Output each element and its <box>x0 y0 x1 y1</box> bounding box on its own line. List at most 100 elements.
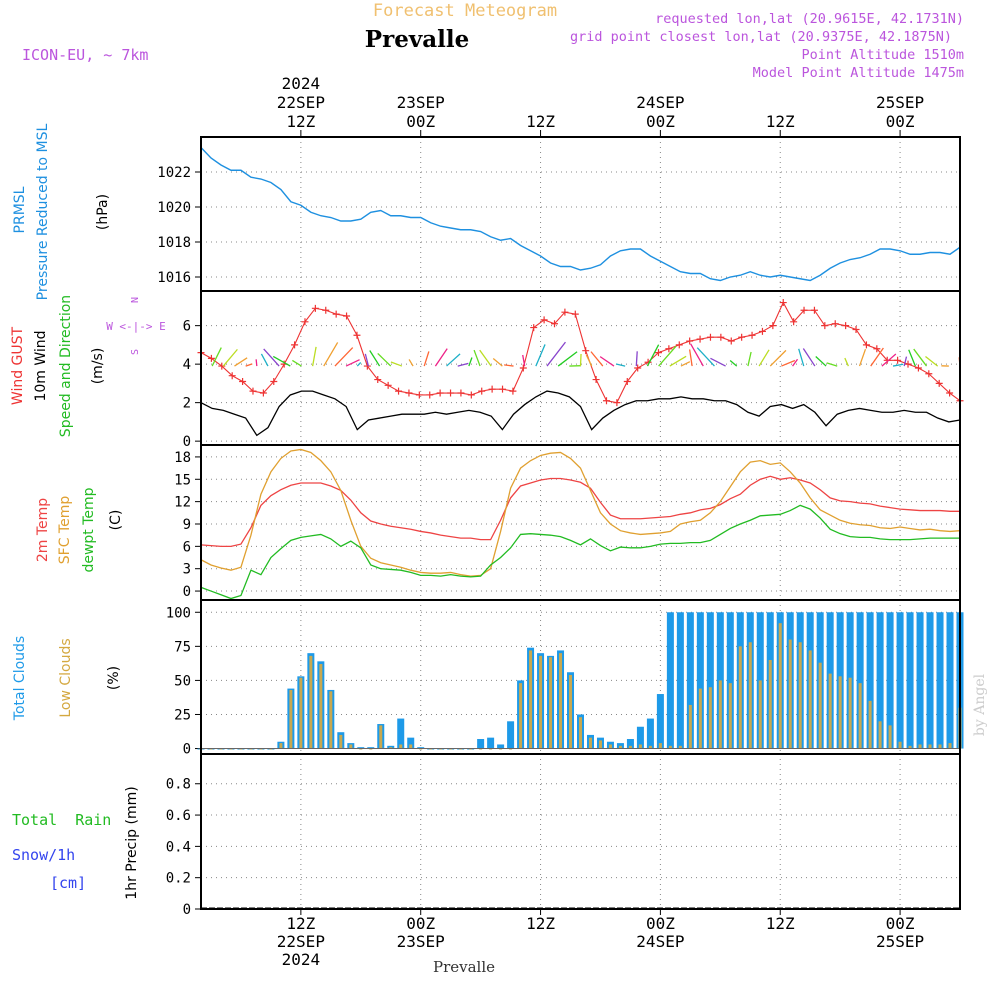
wind-direction-arrow <box>696 347 715 367</box>
gust-point <box>395 387 403 395</box>
low-clouds-bar <box>758 680 762 749</box>
gust-point <box>530 324 538 332</box>
gust-point <box>405 389 413 397</box>
gust-point <box>301 318 309 326</box>
low-clouds-bar <box>748 642 752 749</box>
low-clouds-bar <box>778 623 782 749</box>
gust-point <box>748 331 756 339</box>
y-tick-label: 9 <box>183 517 191 533</box>
y-tick-label: 0.8 <box>166 777 191 793</box>
total-clouds-bar <box>896 612 904 749</box>
low-clouds-bar <box>768 659 772 749</box>
low-clouds-bar <box>878 721 882 749</box>
wind-direction-arrow <box>802 348 816 367</box>
y-tick-label: 15 <box>174 472 191 488</box>
panel-frame <box>200 753 961 910</box>
wind-direction-arrow <box>492 357 503 367</box>
total-clouds-bar <box>387 745 395 749</box>
clouds-unit: (%) <box>106 666 122 690</box>
low-clouds-bar <box>409 744 413 749</box>
low-clouds-bar <box>848 677 852 749</box>
total-clouds-bar <box>507 721 515 749</box>
gust-point <box>810 306 818 314</box>
gust-point <box>561 308 569 316</box>
wind-unit: (m/s) <box>90 348 106 385</box>
low-clouds-bar <box>728 683 732 749</box>
temp-dewpt-label: dewpt Temp <box>81 487 97 572</box>
gust-point <box>291 341 299 349</box>
gust-point <box>790 318 798 326</box>
gust-point <box>322 306 330 314</box>
low-clouds-bar <box>588 737 592 749</box>
gust-point <box>842 322 850 330</box>
wind-direction-arrow <box>792 358 799 367</box>
low-clouds-bar <box>678 745 682 749</box>
panel-frame <box>200 290 961 446</box>
wind-10m-label: 10m Wind <box>33 330 49 401</box>
wind-direction-arrow <box>504 364 514 367</box>
low-clouds-label: Low Clouds <box>58 638 74 717</box>
gridpoint-coords: grid point closest lon,lat (20.9375E, 42… <box>570 29 952 45</box>
gust-point <box>665 345 673 353</box>
low-clouds-bar <box>838 676 842 749</box>
gust-point <box>727 337 735 345</box>
total-clouds-bar <box>487 737 495 749</box>
gust-point <box>696 335 704 343</box>
gust-point <box>311 304 319 312</box>
wind-direction-arrow <box>881 353 897 367</box>
temp-2m-label: 2m Temp <box>35 498 51 562</box>
gust-point <box>914 364 922 372</box>
y-tick-label: 25 <box>174 707 191 723</box>
wind-direction-arrow <box>457 362 469 367</box>
wind-direction-arrow <box>844 357 849 367</box>
time-label-top: 12Z <box>766 112 795 131</box>
time-label-top: 12Z <box>286 112 315 131</box>
gust-point <box>239 377 247 385</box>
wind-direction-arrow <box>908 349 916 367</box>
gust-point <box>343 312 351 320</box>
pressure-msl-label: Pressure Reduced to MSL <box>35 123 51 300</box>
wind-direction-arrow <box>710 357 726 367</box>
wind-direction-arrow <box>334 347 354 367</box>
total-clouds-bar <box>626 739 634 749</box>
wind-direction-arrow <box>364 353 370 367</box>
wind-direction-arrow <box>646 344 660 367</box>
gust-point <box>571 310 579 318</box>
pressure-line <box>200 147 961 282</box>
wind-direction-arrow <box>408 359 414 367</box>
prmsl-label: PRMSL <box>12 186 28 233</box>
wind-direction-arrow <box>292 359 302 367</box>
wind-direction-arrow <box>769 349 787 367</box>
total-clouds-bar <box>936 612 944 749</box>
wind-direction-arrow <box>826 362 838 367</box>
wind-direction-arrow <box>579 353 582 367</box>
wind-line <box>200 390 961 437</box>
wind-direction-arrow <box>858 348 867 367</box>
gust-point <box>779 299 787 307</box>
gust-point <box>821 322 829 330</box>
gust-point <box>488 385 496 393</box>
low-clouds-bar <box>898 741 902 749</box>
wind-direction-arrow <box>680 361 691 367</box>
total-rain-label: Total Rain <box>12 811 111 829</box>
total-clouds-bar <box>876 612 884 749</box>
gust-point <box>738 333 746 341</box>
gust-point <box>717 333 725 341</box>
y-tick-label: 0.4 <box>166 839 191 855</box>
total-clouds-bar <box>367 747 375 749</box>
low-clouds-bar <box>608 744 612 749</box>
total-clouds-bar <box>686 612 694 749</box>
low-clouds-bar <box>928 744 932 749</box>
total-clouds-bar <box>646 718 654 749</box>
y-tick-label: 6 <box>183 539 191 555</box>
wind-direction-arrow <box>747 351 752 367</box>
y-tick-label: 1020 <box>157 200 191 216</box>
gust-point <box>935 379 943 387</box>
low-clouds-bar <box>349 744 353 749</box>
total-clouds-bar <box>926 612 934 749</box>
temp-dewpt-line <box>200 504 960 600</box>
gust-point <box>654 349 662 357</box>
compass-south: S <box>130 349 141 355</box>
wind-direction-arrow <box>356 362 362 367</box>
